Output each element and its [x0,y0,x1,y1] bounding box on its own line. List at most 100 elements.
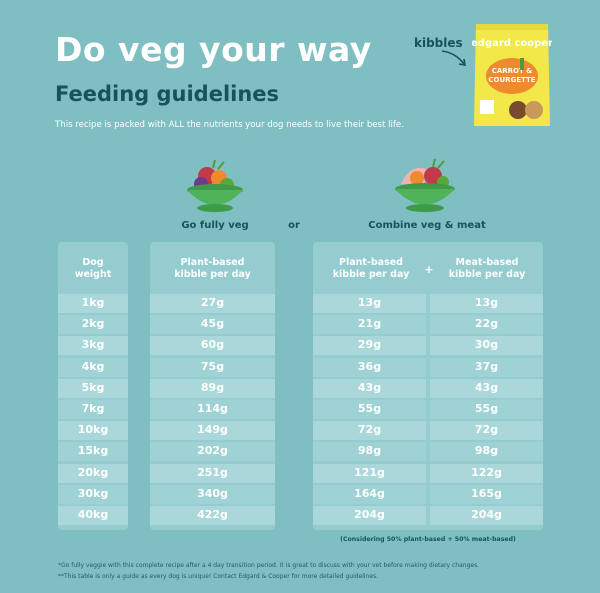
cell-mix-meat: 43g [474,380,499,394]
cell-weight: 10kg [77,423,109,437]
cell-veg: 114g [197,402,228,415]
cell-mix-plant: 21g [357,317,382,331]
pack-flavor-1: CARROT & [492,67,533,75]
cell-background [313,294,426,313]
table-row: 7kg 114g 55g 55g [0,399,600,420]
cell-background [313,378,426,398]
cell-weight: 1kg [81,296,105,309]
cell-background [150,378,275,398]
cell-mix-meat: 30g [474,338,499,352]
option-veg-label: Go fully veg [181,220,249,231]
table-row: 2kg 45g 21g 22g [0,314,600,335]
cell-mix-plant: 164g [354,486,385,500]
cell-background [150,336,275,356]
cell-veg: 75g [200,359,225,373]
cell-background [150,400,275,419]
table-row: 20kg 251g 121g 122g [0,463,600,484]
cell-background [430,294,543,313]
cell-veg: 27g [200,296,225,309]
cell-background [430,442,543,462]
cell-weight: 15kg [77,444,109,458]
cell-background [150,315,275,335]
cell-mix-meat: 98g [474,444,499,458]
cell-background [430,421,543,441]
cell-mix-meat: 122g [471,465,502,479]
cell-mix-plant: 36g [357,359,382,373]
header-meat-mix: Meat-based kibble per day [448,257,526,280]
cell-background [313,421,426,441]
cell-weight: 2kg [81,317,105,331]
cell-veg: 340g [197,486,228,500]
table-row: 40kg 422g 204g 204g [0,505,600,526]
cell-background [313,315,426,335]
cell-mix-plant: 121g [354,465,385,479]
cell-weight: 5kg [81,380,105,394]
pack-brand: edgard cooper [472,38,552,49]
cell-background [313,357,426,377]
cell-background [150,421,275,441]
cell-veg: 251g [197,465,228,479]
cell-background [430,315,543,335]
table-row: 1kg 27g 13g 13g [0,293,600,314]
page-subtitle: Feeding guidelines [55,82,280,106]
cell-background [150,506,275,525]
cell-background [58,442,128,462]
cell-background [313,442,426,462]
cell-background [313,336,426,356]
table-row: 4kg 75g 36g 37g [0,357,600,378]
cell-veg: 422g [197,508,228,521]
cell-weight: 7kg [81,402,105,415]
cell-background [58,378,128,398]
table-row: 30kg 340g 164g 165g [0,484,600,505]
cell-veg: 149g [197,423,228,437]
cell-weight: 20kg [77,465,109,479]
cell-background [58,484,128,504]
cell-background [58,506,128,525]
cell-veg: 89g [200,380,225,394]
mix-bowl-icon [395,158,455,212]
page-title: Do veg your way [55,30,372,69]
cell-background [58,463,128,483]
cell-mix-plant: 55g [357,402,382,415]
cell-background [150,442,275,462]
cell-background [150,357,275,377]
cell-mix-plant: 72g [357,423,382,437]
intro-text: This recipe is packed with ALL the nutri… [55,120,404,130]
cell-mix-plant: 29g [357,338,382,352]
arrow-icon [441,50,466,66]
pack-flavor-2: COURGETTE [488,76,535,84]
cell-mix-meat: 72g [474,423,499,437]
cell-weight: 4kg [81,359,105,373]
cell-background [430,378,543,398]
header-dog-weight: Dog weight [74,257,112,280]
table-row: 5kg 89g 43g 43g [0,378,600,399]
consider-note: (Considering 50% plant-based + 50% meat-… [340,536,516,543]
table-row: 10kg 149g 72g 72g [0,420,600,441]
footnote-1: *Go fully veggie with this complete reci… [58,562,480,569]
cell-background [313,400,426,419]
cell-mix-meat: 204g [471,508,502,521]
cell-background [150,484,275,504]
cell-veg: 45g [200,317,225,331]
cell-weight: 40kg [77,508,109,521]
header-plant-mix: Plant-based kibble per day [332,257,410,280]
kibbles-label: kibbles [414,36,463,50]
cell-mix-plant: 204g [354,508,385,521]
cell-background [150,294,275,313]
option-or-label: or [288,220,300,231]
footnote-2: **This table is only a guide as every do… [58,573,379,580]
veg-bowl-icon [187,159,243,212]
cell-background [58,294,128,313]
option-mix-label: Combine veg & meat [368,220,486,231]
cell-background [430,336,543,356]
cell-weight: 30kg [77,486,109,500]
product-pack-image: edgard cooper CARROT & COURGETTE [472,24,552,126]
cell-background [430,463,543,483]
cell-mix-meat: 22g [474,317,499,331]
cell-mix-plant: 43g [357,380,382,394]
header-plus: + [424,263,434,276]
cell-background [430,484,543,504]
cell-background [430,357,543,377]
cell-mix-meat: 165g [471,486,502,500]
cell-background [58,336,128,356]
